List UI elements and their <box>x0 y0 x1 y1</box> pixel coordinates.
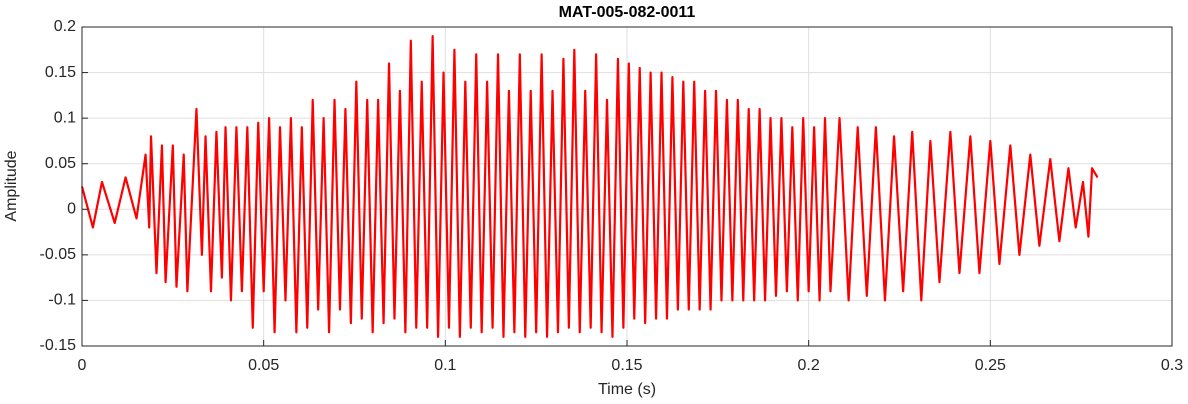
y-tick-label: 0 <box>67 201 76 218</box>
line-series <box>80 35 1099 338</box>
y-tick-label: 0.15 <box>45 64 76 81</box>
plot <box>80 35 1099 338</box>
x-tick-label: 0.05 <box>248 357 279 374</box>
y-tick-label: 0.1 <box>54 109 76 126</box>
y-tick-label: 0.2 <box>54 18 76 35</box>
y-tick-label: -0.05 <box>40 246 77 263</box>
chart-title: MAT-005-082-0011 <box>559 4 696 21</box>
y-tick-label: 0.05 <box>45 155 76 172</box>
x-tick-label: 0.3 <box>1161 357 1183 374</box>
y-tick-label: -0.15 <box>40 337 77 354</box>
x-tick-label: 0.2 <box>798 357 820 374</box>
y-tick-label: -0.1 <box>48 292 76 309</box>
x-tick-label: 0.25 <box>975 357 1006 374</box>
x-tick-label: 0.1 <box>434 357 456 374</box>
y-axis-label: Amplitude <box>3 150 20 221</box>
x-axis-label: Time (s) <box>598 381 656 398</box>
x-tick-label: 0.15 <box>611 357 642 374</box>
x-tick-label: 0 <box>78 357 87 374</box>
